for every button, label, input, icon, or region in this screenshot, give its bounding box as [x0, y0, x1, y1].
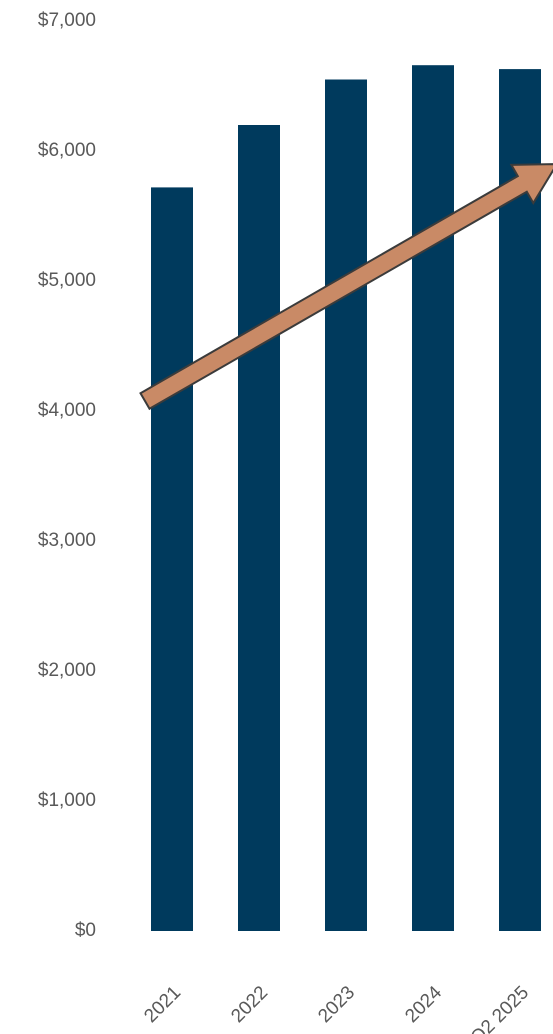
x-tick-label: Q2 2025	[467, 982, 533, 1034]
x-axis: 2021 2022 2023 2024 Q2 2025	[140, 982, 533, 1034]
y-tick-label: $7,000	[38, 10, 96, 31]
trend-arrow-icon	[139, 163, 553, 411]
y-tick-label: $1,000	[38, 790, 96, 811]
x-tick-label: 2021	[140, 982, 185, 1027]
y-tick-label: $4,000	[38, 400, 96, 421]
y-tick-label: $3,000	[38, 530, 96, 551]
bar-2023	[325, 79, 367, 931]
y-tick-label: $2,000	[38, 660, 96, 681]
x-tick-label: 2023	[314, 982, 359, 1027]
bar-2022	[238, 125, 280, 931]
bar-q2-2025	[499, 69, 541, 932]
y-axis: $0 $1,000 $2,000 $3,000 $4,000 $5,000 $6,000 $7…	[38, 10, 96, 941]
y-tick-label: $5,000	[38, 270, 96, 291]
bar-2024	[412, 65, 454, 931]
x-tick-label: 2024	[401, 982, 446, 1027]
y-tick-label: $0	[75, 920, 96, 941]
bar-2021	[151, 187, 193, 931]
x-tick-label: 2022	[227, 982, 272, 1027]
y-tick-label: $6,000	[38, 140, 96, 161]
bars	[151, 65, 541, 932]
trend-annotation	[139, 163, 553, 411]
